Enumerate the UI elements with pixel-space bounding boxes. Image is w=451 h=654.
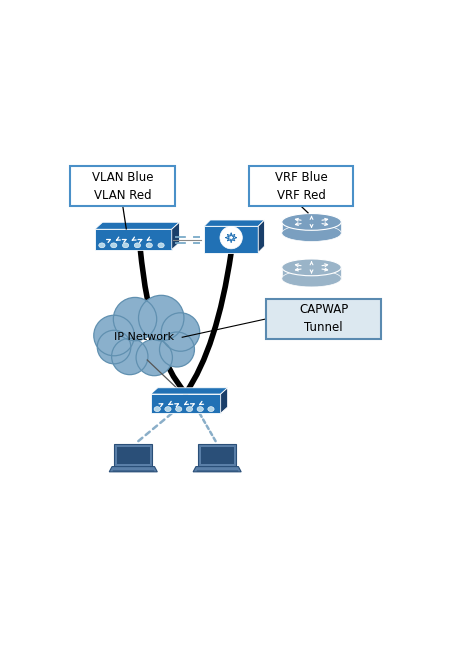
Text: VLAN Blue
VLAN Red: VLAN Blue VLAN Red	[92, 171, 153, 201]
Ellipse shape	[134, 243, 141, 248]
Circle shape	[138, 296, 184, 341]
Ellipse shape	[146, 243, 152, 248]
Polygon shape	[193, 466, 241, 472]
Polygon shape	[204, 220, 265, 226]
Ellipse shape	[175, 407, 182, 411]
Ellipse shape	[208, 407, 214, 411]
FancyBboxPatch shape	[266, 299, 382, 339]
Circle shape	[94, 315, 134, 356]
Polygon shape	[117, 447, 150, 464]
FancyBboxPatch shape	[249, 166, 354, 206]
Circle shape	[136, 339, 172, 375]
Ellipse shape	[282, 259, 341, 276]
Circle shape	[161, 313, 200, 351]
Polygon shape	[282, 222, 341, 233]
Polygon shape	[204, 226, 258, 252]
Polygon shape	[221, 388, 228, 413]
Ellipse shape	[154, 407, 161, 411]
Ellipse shape	[282, 270, 341, 287]
Ellipse shape	[186, 407, 193, 411]
Polygon shape	[95, 230, 172, 250]
Ellipse shape	[99, 243, 105, 248]
Ellipse shape	[282, 213, 341, 230]
Text: IP Network: IP Network	[114, 332, 174, 342]
Polygon shape	[198, 444, 236, 466]
Polygon shape	[151, 394, 221, 413]
FancyBboxPatch shape	[70, 166, 175, 206]
Ellipse shape	[122, 243, 129, 248]
Ellipse shape	[282, 225, 341, 241]
Ellipse shape	[158, 243, 164, 248]
Circle shape	[220, 226, 242, 249]
Text: CAPWAP
Tunnel: CAPWAP Tunnel	[299, 303, 348, 334]
Polygon shape	[282, 267, 341, 279]
Circle shape	[97, 330, 131, 364]
Polygon shape	[109, 466, 157, 472]
Circle shape	[113, 298, 156, 341]
Polygon shape	[258, 220, 265, 252]
Polygon shape	[172, 222, 179, 250]
Circle shape	[111, 338, 148, 375]
Circle shape	[160, 332, 194, 367]
Ellipse shape	[110, 243, 117, 248]
Text: VRF Blue
VRF Red: VRF Blue VRF Red	[275, 171, 327, 201]
Polygon shape	[114, 444, 152, 466]
Ellipse shape	[165, 407, 171, 411]
Ellipse shape	[197, 407, 203, 411]
Polygon shape	[95, 222, 179, 230]
Polygon shape	[151, 388, 228, 394]
Polygon shape	[201, 447, 234, 464]
